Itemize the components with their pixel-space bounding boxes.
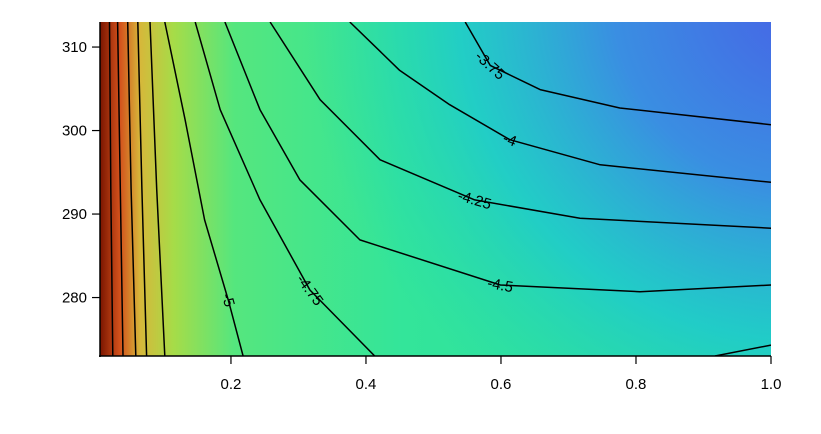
contour-line: [164, 22, 244, 356]
background: [100, 22, 771, 356]
contour-line: [269, 22, 771, 229]
contour-line: [137, 22, 148, 356]
contour-line: [116, 22, 124, 356]
contour-line: [108, 22, 114, 356]
y-tick-label: 280: [62, 290, 87, 307]
contour-line: [126, 22, 137, 356]
contour-label: -4.5: [486, 275, 515, 296]
contour-line: [149, 22, 166, 356]
contour-label: -5: [218, 291, 238, 308]
plot: -3.75-4-4.25-4.5-4.75-5: [108, 22, 771, 356]
x-tick-label: 0.6: [491, 376, 512, 393]
contour-line: [224, 22, 771, 293]
contour-line: [714, 344, 771, 356]
y-tick-label: 290: [62, 206, 87, 223]
x-tick-label: 0.8: [626, 376, 647, 393]
contour-line: [194, 22, 376, 356]
x-tick-label: 1.0: [761, 376, 782, 393]
y-tick-label: 310: [62, 39, 87, 56]
y-tick-label: 300: [62, 123, 87, 140]
x-tick-label: 0.2: [221, 376, 242, 393]
x-tick-label: 0.4: [356, 376, 377, 393]
contour-label: -4: [500, 130, 519, 151]
contour-line: [349, 22, 771, 184]
contour-line: [464, 22, 771, 126]
